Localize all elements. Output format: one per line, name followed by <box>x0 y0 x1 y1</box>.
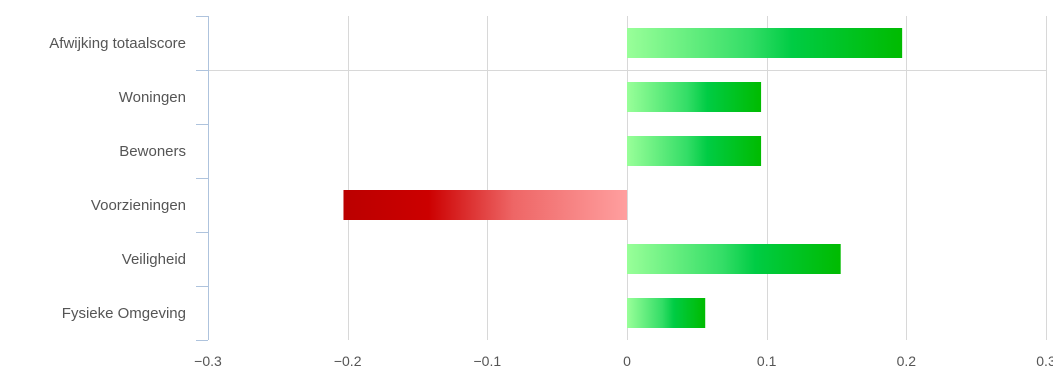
category-label: Woningen <box>119 89 186 106</box>
category-label: Fysieke Omgeving <box>62 305 186 322</box>
x-tick-label: 0 <box>623 353 631 369</box>
x-tick-label: 0.3 <box>1036 353 1053 369</box>
bar[interactable] <box>627 136 762 166</box>
category-label: Veiligheid <box>122 251 186 268</box>
x-tick-label: −0.2 <box>334 353 362 369</box>
bar[interactable] <box>627 82 762 112</box>
x-tick-label: 0.1 <box>757 353 777 369</box>
grid-lines <box>208 16 1047 340</box>
category-axis <box>196 16 209 341</box>
category-label: Voorzieningen <box>91 197 186 214</box>
x-tick-labels: −0.3 −0.2 −0.1 0 0.1 0.2 0.3 <box>194 353 1053 369</box>
x-tick-label: −0.3 <box>194 353 222 369</box>
x-tick-label: −0.1 <box>474 353 502 369</box>
category-label: Bewoners <box>119 143 186 160</box>
category-labels: Afwijking totaalscore Woningen Bewoners Voo… <box>49 35 186 322</box>
bar[interactable] <box>627 244 841 274</box>
bar[interactable] <box>627 298 706 328</box>
x-tick-label: 0.2 <box>897 353 917 369</box>
bar[interactable] <box>343 190 627 220</box>
bars <box>343 28 903 328</box>
category-label: Afwijking totaalscore <box>49 35 186 52</box>
bar[interactable] <box>627 28 903 58</box>
